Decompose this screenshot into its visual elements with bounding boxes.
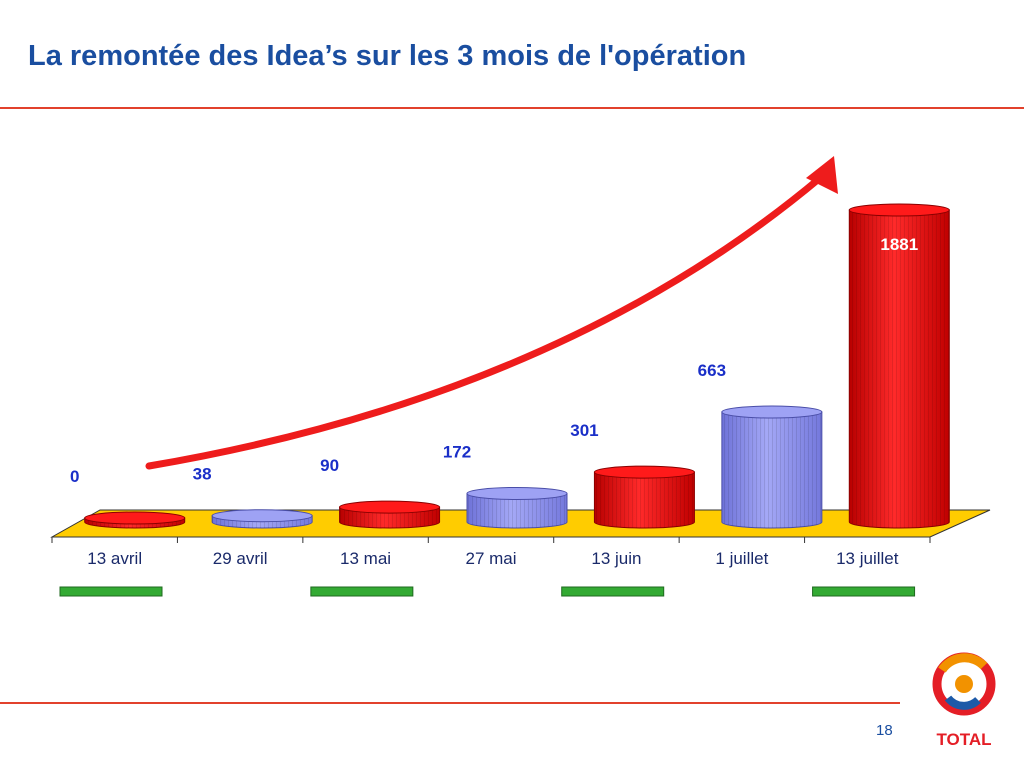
bar-top <box>721 405 823 419</box>
growth-arrow <box>145 174 824 470</box>
bar-texture <box>467 493 567 528</box>
page-number: 18 <box>876 722 893 739</box>
bar-top <box>84 511 186 525</box>
x-tick-label: 13 avril <box>87 549 142 568</box>
x-tick-label: 27 mai <box>465 549 516 568</box>
data-label: 0 <box>70 467 79 486</box>
bar-13-juillet <box>848 203 950 529</box>
milestone-marker <box>812 586 916 597</box>
total-logo: TOTAL <box>932 652 996 749</box>
data-label: 90 <box>320 456 339 475</box>
bar-top <box>466 486 568 500</box>
bar-1-juillet <box>721 405 823 529</box>
data-label: 301 <box>570 421 598 440</box>
bar-13-mai <box>339 500 441 529</box>
growth-arrowhead <box>806 156 838 194</box>
top-divider <box>0 107 1024 109</box>
bar-29-avril <box>211 509 313 529</box>
x-tick-label: 13 mai <box>340 549 391 568</box>
bar-texture <box>721 412 822 528</box>
milestone-marker <box>310 586 414 597</box>
milestone-marker <box>561 586 665 597</box>
milestone-marker <box>59 586 163 597</box>
bar-27-mai <box>466 486 568 529</box>
data-label: 1881 <box>880 235 918 254</box>
logo-wordmark: TOTAL <box>936 730 991 749</box>
x-tick-label: 13 juillet <box>836 549 899 568</box>
bar-top <box>593 465 695 479</box>
slide-title: La remontée des Idea’s sur les 3 mois de… <box>28 40 747 72</box>
data-label: 172 <box>443 442 471 461</box>
data-label: 38 <box>193 465 212 484</box>
data-label: 663 <box>698 361 726 380</box>
x-tick-label: 13 juin <box>591 549 641 568</box>
bar-top <box>339 500 441 514</box>
x-tick-label: 1 juillet <box>715 549 768 568</box>
bottom-divider <box>0 702 900 704</box>
bar-13-avril <box>84 511 186 529</box>
bar-top <box>848 203 950 217</box>
bar-texture <box>594 472 695 528</box>
bar-top <box>211 509 313 523</box>
x-tick-label: 29 avril <box>213 549 268 568</box>
bar-13-juin <box>593 465 695 529</box>
bar-texture <box>849 210 950 528</box>
